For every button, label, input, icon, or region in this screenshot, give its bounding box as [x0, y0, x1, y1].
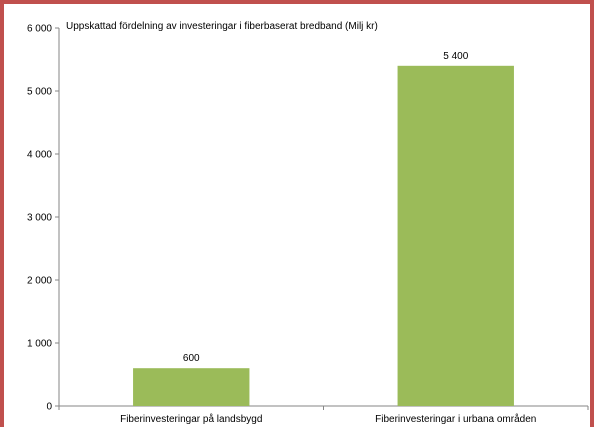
category-label: Fiberinvesteringar i urbana områden [375, 413, 536, 425]
y-tick-label: 2 000 [27, 276, 52, 287]
y-tick-label: 3 000 [27, 213, 52, 224]
bar [133, 368, 250, 406]
bar [397, 65, 514, 407]
data-label: 5 400 [443, 51, 468, 62]
y-tick-label: 5 000 [27, 87, 52, 98]
y-tick-label: 6 000 [27, 24, 52, 35]
y-tick-label: 0 [46, 402, 52, 413]
chart-title: Uppskattad fördelning av investeringar i… [66, 21, 378, 32]
data-label: 600 [183, 353, 200, 364]
labels-layer: 600 Fiberinvesteringar på landsbygd 5 400 F… [120, 51, 536, 425]
category-label: Fiberinvesteringar på landsbygd [120, 413, 262, 425]
y-tick-label: 1 000 [27, 339, 52, 350]
bar-chart: 0 1 000 2 000 3 000 4 000 5 000 6 000 600 Fiber… [27, 21, 589, 425]
y-tick-label: 4 000 [27, 150, 52, 161]
bars-layer [133, 65, 514, 407]
